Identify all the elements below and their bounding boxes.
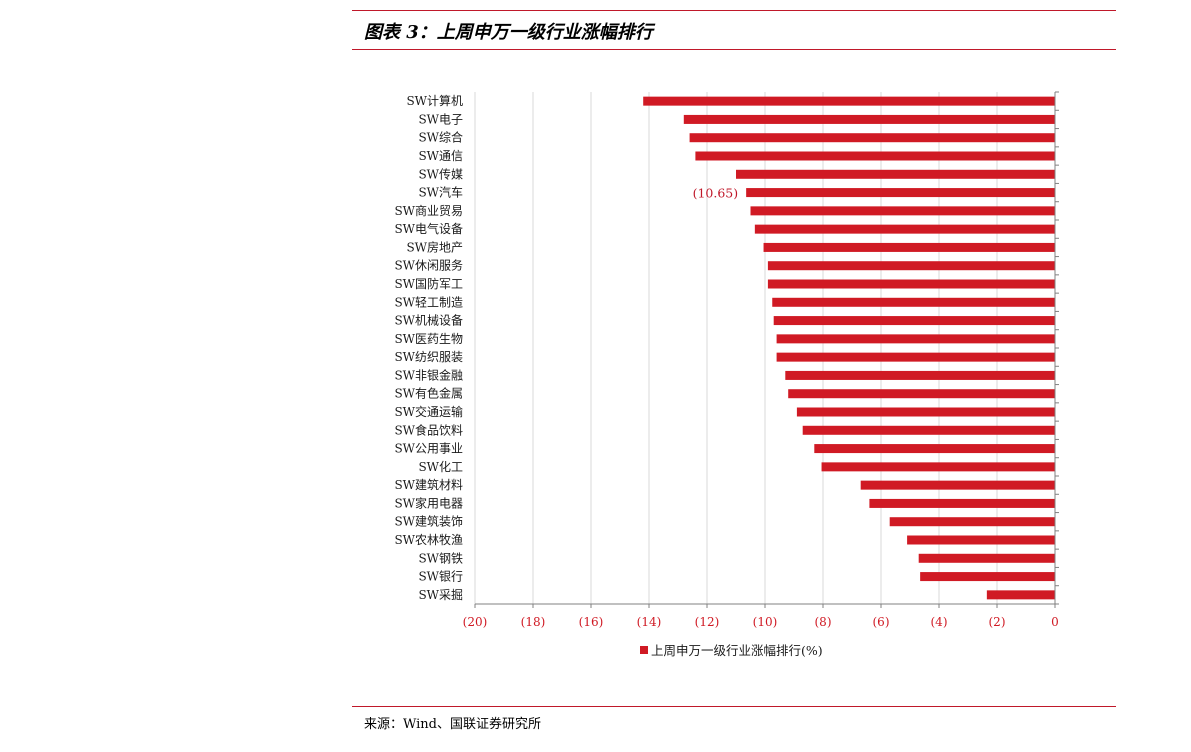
category-label: SW电子 bbox=[418, 112, 463, 126]
x-tick-label: (8) bbox=[815, 615, 832, 629]
grid-lines bbox=[474, 92, 998, 604]
bar bbox=[802, 425, 1055, 435]
bar bbox=[763, 242, 1055, 252]
category-label: SW钢铁 bbox=[418, 551, 463, 565]
category-label: SW建筑材料 bbox=[394, 477, 463, 492]
bar bbox=[869, 498, 1055, 508]
bar bbox=[695, 151, 1055, 161]
bar bbox=[918, 553, 1055, 563]
x-tick-label: (12) bbox=[695, 615, 720, 629]
data-labels: (10.65) bbox=[693, 186, 739, 201]
bar bbox=[689, 133, 1055, 143]
category-label: SW轻工制造 bbox=[394, 295, 463, 309]
category-label: SW公用事业 bbox=[394, 442, 463, 456]
category-label: SW化工 bbox=[418, 460, 463, 474]
category-label: SW食品饮料 bbox=[394, 422, 463, 437]
bar bbox=[776, 334, 1055, 344]
category-label: SW电气设备 bbox=[394, 221, 463, 236]
category-label: SW家用电器 bbox=[394, 495, 463, 510]
category-label: SW农林牧渔 bbox=[394, 533, 463, 547]
x-tick-label: (10) bbox=[753, 615, 778, 629]
legend: 上周申万一级行业涨幅排行(%) bbox=[640, 643, 823, 658]
bar bbox=[907, 535, 1055, 545]
category-labels: SW计算机 SW电子 SW综合 SW通信 SW传媒 SW汽车 SW商业贸易 SW电气设备 SW房… bbox=[394, 93, 463, 602]
category-label: SW综合 bbox=[418, 130, 463, 145]
bar bbox=[772, 297, 1055, 307]
category-label: SW采掘 bbox=[418, 587, 463, 602]
category-label: SW有色金属 bbox=[394, 386, 463, 401]
x-tick-label: 0 bbox=[1051, 615, 1059, 629]
data-label: (10.65) bbox=[693, 186, 739, 201]
source-note: 来源：Wind、国联证券研究所 bbox=[364, 717, 541, 732]
category-label: SW纺织服装 bbox=[394, 350, 463, 364]
bar bbox=[986, 590, 1055, 600]
bar bbox=[785, 370, 1055, 380]
category-label: SW医药生物 bbox=[394, 332, 463, 346]
footer-rule bbox=[352, 706, 1116, 707]
figure-title: 图表 3：上周申万一级行业涨幅排行 bbox=[364, 22, 653, 43]
bar bbox=[746, 188, 1055, 198]
bar bbox=[754, 224, 1055, 234]
category-label: SW房地产 bbox=[406, 239, 463, 254]
bar bbox=[860, 480, 1055, 490]
bar bbox=[750, 206, 1055, 216]
category-label: SW计算机 bbox=[406, 93, 463, 108]
bar-chart: SW计算机 SW电子 SW综合 SW通信 SW传媒 SW汽车 SW商业贸易 SW电气设备 SW房… bbox=[394, 91, 1059, 658]
bar bbox=[767, 261, 1055, 271]
x-tick-labels: (20) (18) (16) (14) (12) (10) (8) (6) (4) (2) 0 bbox=[463, 615, 1059, 629]
bar bbox=[773, 316, 1055, 326]
bars bbox=[643, 96, 1055, 600]
category-label: SW交通运输 bbox=[394, 404, 463, 419]
bar bbox=[788, 389, 1055, 399]
bar bbox=[814, 444, 1055, 454]
bar bbox=[736, 169, 1055, 179]
category-label: SW机械设备 bbox=[394, 313, 463, 328]
bar bbox=[683, 114, 1055, 124]
x-tick-label: (2) bbox=[989, 615, 1006, 629]
category-label: SW传媒 bbox=[418, 166, 463, 181]
bar bbox=[796, 407, 1055, 417]
x-tick-label: (4) bbox=[931, 615, 948, 629]
bar bbox=[776, 352, 1055, 362]
title-rule bbox=[352, 49, 1116, 50]
category-label: SW银行 bbox=[418, 570, 463, 584]
bar bbox=[889, 517, 1055, 527]
top-rule bbox=[352, 10, 1116, 11]
axes bbox=[474, 91, 1059, 608]
category-label: SW商业贸易 bbox=[394, 203, 463, 218]
legend-swatch bbox=[640, 646, 648, 654]
legend-label: 上周申万一级行业涨幅排行(%) bbox=[651, 643, 823, 658]
category-label: SW休闲服务 bbox=[394, 258, 463, 273]
category-label: SW汽车 bbox=[418, 185, 463, 200]
x-tick-label: (16) bbox=[579, 615, 604, 629]
category-label: SW建筑装饰 bbox=[394, 514, 463, 529]
category-label: SW国防军工 bbox=[394, 276, 463, 291]
x-tick-label: (14) bbox=[637, 615, 662, 629]
category-label: SW通信 bbox=[418, 149, 463, 163]
bar bbox=[920, 572, 1055, 582]
bar bbox=[767, 279, 1055, 289]
x-tick-label: (18) bbox=[521, 615, 546, 629]
bar bbox=[821, 462, 1055, 472]
bar bbox=[643, 96, 1055, 106]
x-tick-label: (20) bbox=[463, 615, 488, 629]
x-tick-label: (6) bbox=[873, 615, 890, 629]
category-label: SW非银金融 bbox=[394, 367, 463, 382]
